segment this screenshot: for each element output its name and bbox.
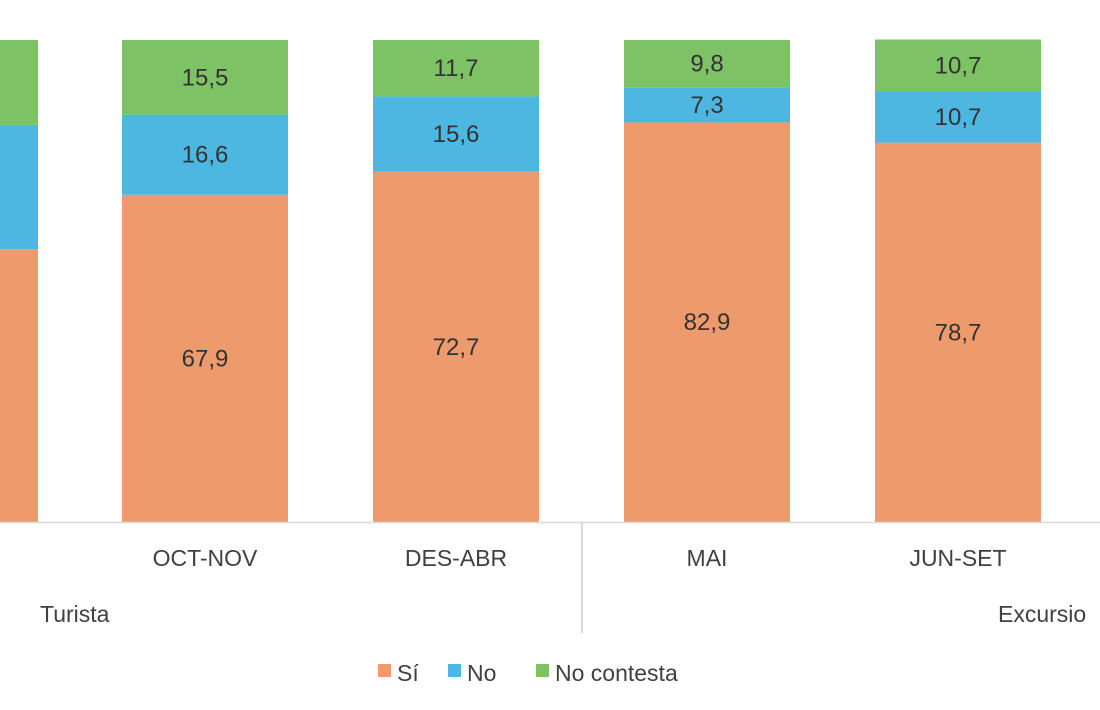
data-label: 9,8 [690, 51, 723, 78]
bar-segment [0, 249, 38, 523]
x-tick-label: JUN-SET [909, 545, 1006, 571]
bar-segment [373, 96, 539, 172]
legend-swatch [448, 664, 461, 677]
bar-segment [373, 171, 539, 522]
x-tick-label: DES-ABR [405, 545, 507, 571]
legend-label: Sí [397, 660, 419, 686]
bar-segment [624, 122, 790, 522]
x-tick-label: OCT-NOV [153, 545, 258, 571]
bar-segment [875, 39, 1041, 92]
bar-segment [624, 87, 790, 123]
data-label: 16,6 [182, 142, 229, 169]
data-label: 67,9 [182, 345, 229, 372]
legend-label: No [467, 660, 496, 686]
data-label: 15,5 [182, 64, 229, 91]
bar-segment [122, 194, 288, 523]
bar-segment [122, 40, 288, 115]
x-tick-label: MAI [687, 545, 728, 571]
legend-swatch [536, 664, 549, 677]
bar-segment [875, 142, 1041, 522]
data-label: 15,6 [433, 121, 480, 148]
data-label: 72,7 [433, 334, 480, 361]
bar-segment [0, 124, 38, 250]
legend-swatch [378, 664, 391, 677]
data-label: 82,9 [684, 309, 731, 336]
group-label: Turista [40, 601, 110, 627]
bar-segment [122, 114, 288, 195]
group-label: Excursio [998, 601, 1086, 627]
data-label: 78,7 [935, 319, 982, 346]
bar-segment [0, 40, 38, 125]
data-label: 10,7 [935, 52, 982, 79]
bar-segment [373, 40, 539, 97]
bar-segment [624, 40, 790, 88]
data-label: 10,7 [935, 104, 982, 131]
bar-segment [875, 91, 1041, 143]
legend-label: No contesta [555, 660, 678, 686]
data-label: 11,7 [434, 55, 479, 82]
data-label: 7,3 [690, 92, 723, 119]
